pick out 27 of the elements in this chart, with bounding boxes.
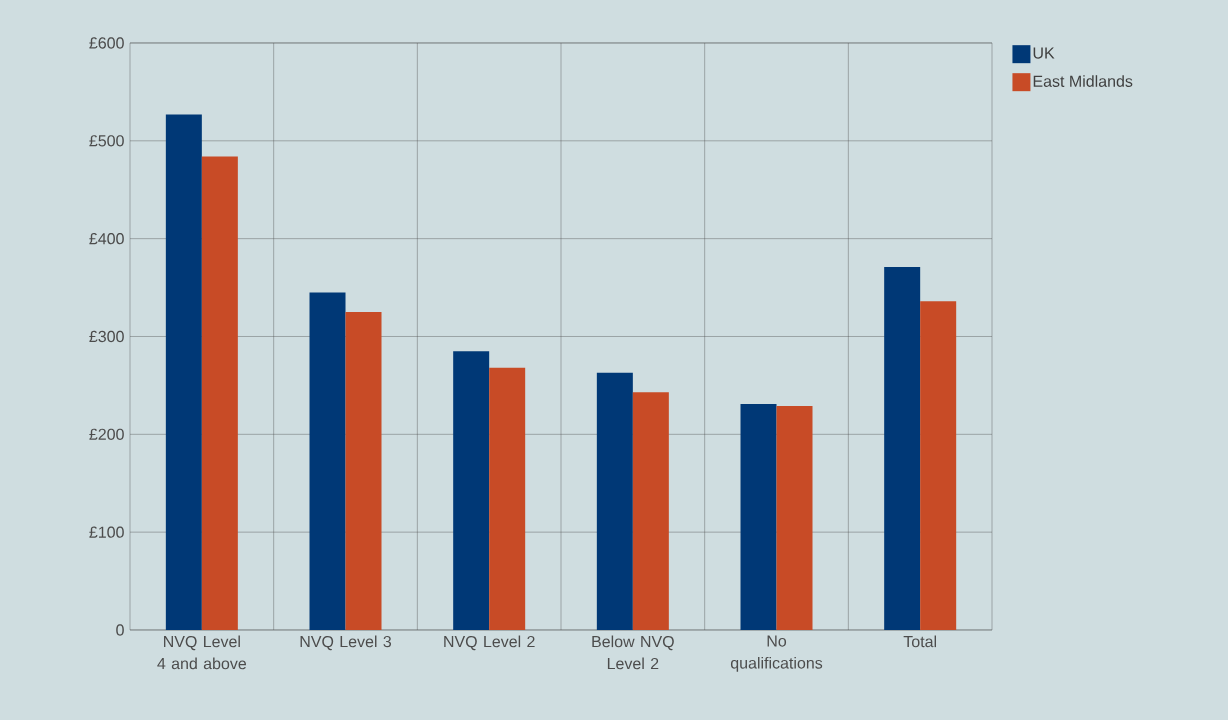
- x-tick-label: Below NVQ Level 2: [592, 635, 674, 670]
- y-tick-label: £500: [89, 135, 124, 147]
- y-tick-label: £200: [89, 428, 124, 440]
- bar: [776, 405, 813, 630]
- y-tick-label: £600: [89, 37, 124, 49]
- bar: [309, 292, 346, 630]
- bar: [920, 301, 957, 630]
- bar: [740, 403, 777, 630]
- y-tick-label: £100: [89, 526, 124, 538]
- x-tick-label: Total: [903, 635, 937, 648]
- bar: [884, 267, 921, 630]
- x-tick-label: NVQ Level 4 and above: [157, 635, 247, 670]
- legend-label: UK: [1033, 47, 1055, 59]
- bar: [345, 312, 382, 630]
- bar: [489, 367, 526, 630]
- bar: [596, 372, 633, 630]
- x-tick-label: NVQ Level 2: [444, 635, 535, 651]
- bar: [632, 392, 669, 630]
- bar: [165, 114, 202, 630]
- y-tick-label: 0: [116, 624, 124, 636]
- y-tick-label: £300: [89, 330, 124, 343]
- y-tick-label: £400: [89, 232, 124, 245]
- bar: [201, 156, 238, 630]
- legend-label: East Midlands: [1033, 75, 1133, 87]
- x-tick-label: NVQ Level 3: [300, 635, 392, 651]
- x-tick-label: No qualifications: [730, 635, 823, 672]
- bar: [453, 351, 490, 630]
